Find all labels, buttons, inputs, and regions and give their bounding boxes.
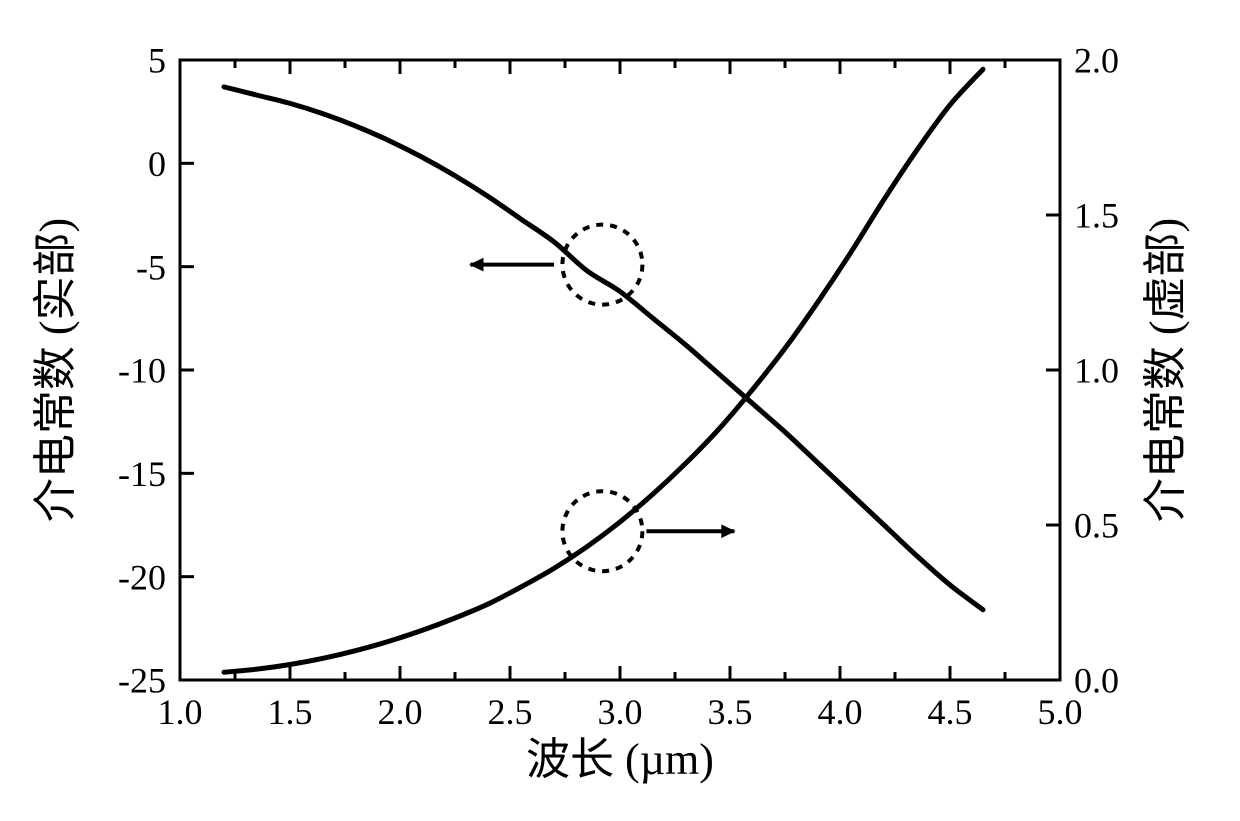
svg-text:1.0: 1.0 xyxy=(1074,351,1119,391)
svg-text:1.5: 1.5 xyxy=(1074,196,1119,236)
svg-text:波长 (µm): 波长 (µm) xyxy=(526,735,714,784)
svg-text:0.0: 0.0 xyxy=(1074,661,1119,701)
svg-text:-15: -15 xyxy=(118,454,166,494)
chart-container: 1.01.52.02.53.03.54.04.55.0-25-20-15-10-… xyxy=(0,0,1240,821)
svg-text:-25: -25 xyxy=(118,661,166,701)
svg-text:-20: -20 xyxy=(118,557,166,597)
svg-text:1.5: 1.5 xyxy=(268,692,313,732)
svg-text:2.0: 2.0 xyxy=(1074,41,1119,81)
svg-text:0.5: 0.5 xyxy=(1074,506,1119,546)
svg-text:0: 0 xyxy=(148,144,166,184)
svg-text:5: 5 xyxy=(148,41,166,81)
svg-text:3.5: 3.5 xyxy=(708,692,753,732)
svg-text:2.5: 2.5 xyxy=(488,692,533,732)
svg-text:-5: -5 xyxy=(136,247,166,287)
svg-text:-10: -10 xyxy=(118,351,166,391)
svg-text:2.0: 2.0 xyxy=(378,692,423,732)
svg-text:4.0: 4.0 xyxy=(818,692,863,732)
svg-text:介电常数 (虚部): 介电常数 (虚部) xyxy=(1141,218,1190,522)
svg-text:4.5: 4.5 xyxy=(928,692,973,732)
chart-svg: 1.01.52.02.53.03.54.04.55.0-25-20-15-10-… xyxy=(0,0,1240,821)
svg-text:3.0: 3.0 xyxy=(598,692,643,732)
svg-text:介电常数 (实部): 介电常数 (实部) xyxy=(31,218,80,522)
